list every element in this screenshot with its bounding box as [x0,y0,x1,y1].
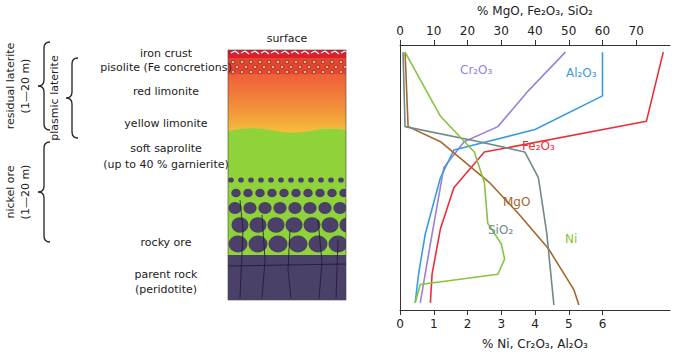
svg-text:30: 30 [494,24,509,38]
svg-text:residual laterite: residual laterite [4,42,17,129]
svg-text:plasmic laterite: plasmic laterite [48,55,61,141]
svg-text:(up to 40 % garnierite): (up to 40 % garnierite) [103,158,229,171]
svg-text:4: 4 [531,317,539,331]
svg-text:20: 20 [460,24,475,38]
svg-text:Al₂O₃: Al₂O₃ [566,66,597,80]
svg-text:% MgO, Fe₂O₃, SiO₂: % MgO, Fe₂O₃, SiO₂ [477,4,593,18]
svg-text:yellow limonite: yellow limonite [124,117,208,130]
svg-text:2: 2 [464,317,472,331]
svg-text:6: 6 [599,317,607,331]
svg-text:10: 10 [426,24,441,38]
svg-text:50: 50 [561,24,576,38]
svg-text:nickel ore: nickel ore [4,165,17,218]
svg-text:60: 60 [595,24,610,38]
svg-text:rocky ore: rocky ore [141,236,192,249]
svg-text:SiO₂: SiO₂ [488,223,513,237]
svg-text:pisolite (Fe concretions): pisolite (Fe concretions) [100,61,231,74]
svg-text:Ni: Ni [565,232,577,246]
svg-text:3: 3 [497,317,505,331]
svg-text:40: 40 [527,24,542,38]
svg-text:parent rock: parent rock [135,268,199,281]
svg-text:5: 5 [565,317,573,331]
svg-text:(1—20 m): (1—20 m) [19,165,32,220]
svg-text:0: 0 [396,317,404,331]
svg-text:(1—20 m): (1—20 m) [19,59,32,114]
svg-text:surface: surface [267,32,308,45]
svg-text:70: 70 [629,24,644,38]
svg-text:(peridotite): (peridotite) [135,283,197,296]
svg-text:0: 0 [396,24,404,38]
svg-text:Cr₂O₃: Cr₂O₃ [460,63,493,77]
svg-text:red limonite: red limonite [133,85,199,98]
svg-text:1: 1 [430,317,438,331]
svg-text:% Ni, Cr₂O₃, Al₂O₃: % Ni, Cr₂O₃, Al₂O₃ [482,337,588,351]
svg-text:Fe₂O₃: Fe₂O₃ [522,139,555,153]
svg-text:iron crust: iron crust [140,47,193,60]
svg-text:soft saprolite: soft saprolite [130,142,202,155]
svg-text:MgO: MgO [503,195,530,209]
